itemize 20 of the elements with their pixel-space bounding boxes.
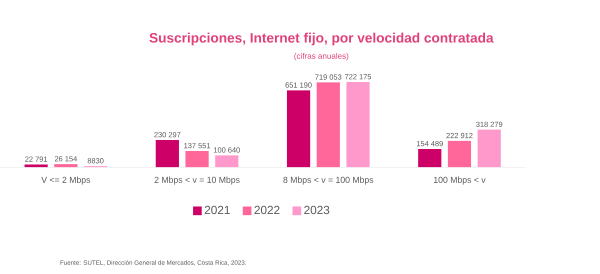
bar [418, 148, 442, 168]
bar [346, 82, 370, 168]
x-tick-label: V <= 2 Mbps [41, 176, 90, 185]
bar [185, 150, 209, 168]
legend-label: 2022 [254, 206, 280, 214]
x-tick-label: 100 Mbps < v [434, 176, 486, 185]
bar [448, 140, 472, 168]
chart-title: Suscripciones, Internet fijo, por velocidad contratada [149, 32, 494, 46]
legend-label: 2023 [304, 206, 330, 214]
bar [478, 130, 501, 168]
legend-label: 2021 [204, 206, 230, 214]
bar [24, 164, 48, 168]
bar [215, 155, 238, 168]
bar [156, 140, 179, 168]
bar [316, 82, 340, 168]
bar [286, 90, 310, 168]
bar [54, 164, 78, 168]
x-tick-label: 8 Mbps < v = 100 Mbps [283, 176, 374, 185]
x-tick-label: 2 Mbps < v = 10 Mbps [154, 176, 240, 185]
chart-subtitle: (cifras anuales) [294, 52, 348, 60]
